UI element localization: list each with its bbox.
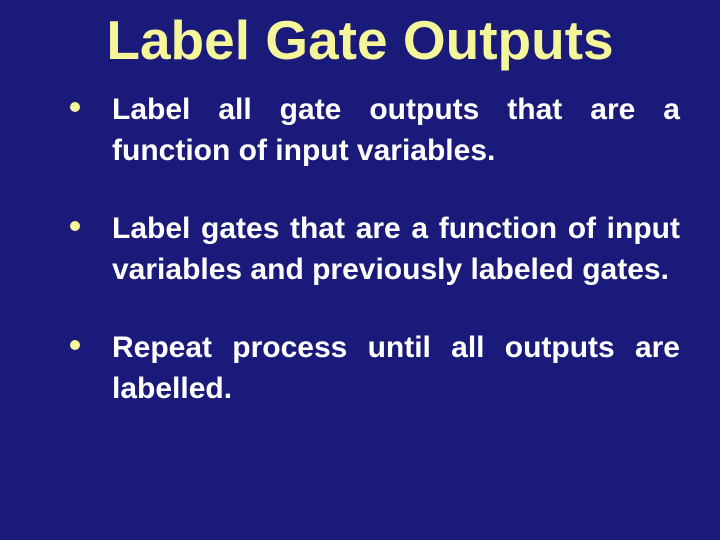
slide-title: Label Gate Outputs [40, 8, 680, 72]
bullet-list: Label all gate outputs that are a functi… [40, 90, 680, 409]
bullet-dot-icon [70, 221, 80, 231]
bullet-dot-icon [70, 102, 80, 112]
bullet-dot-icon [70, 340, 80, 350]
bullet-text: Repeat process until all outputs are lab… [112, 331, 680, 405]
bullet-item: Label all gate outputs that are a functi… [70, 90, 680, 171]
bullet-text: Label all gate outputs that are a functi… [112, 93, 680, 167]
bullet-item: Repeat process until all outputs are lab… [70, 328, 680, 409]
bullet-text: Label gates that are a function of input… [112, 212, 680, 286]
slide-container: Label Gate Outputs Label all gate output… [0, 0, 720, 540]
bullet-item: Label gates that are a function of input… [70, 209, 680, 290]
